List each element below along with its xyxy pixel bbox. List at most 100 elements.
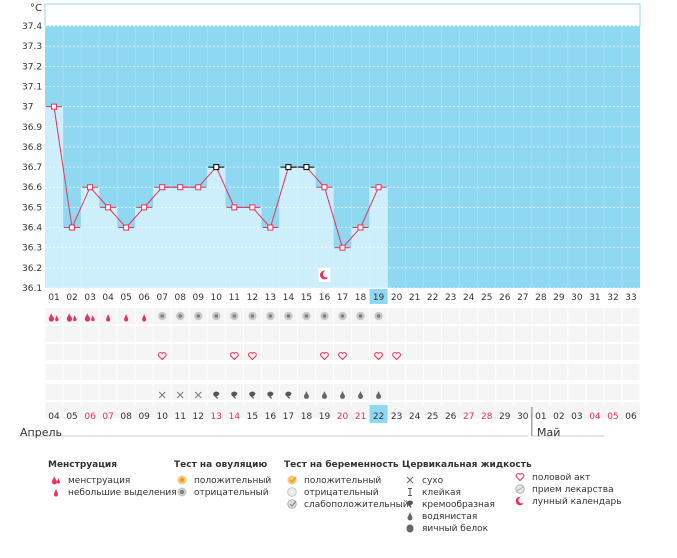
- pregnancy-positive-icon: [284, 475, 300, 488]
- temperature-point: [123, 224, 130, 231]
- ovulation-negative-icon-core: [196, 314, 201, 318]
- legend-label: положительный: [194, 476, 272, 486]
- temperature-point: [303, 164, 310, 171]
- ovulation-negative-icon-core: [250, 314, 255, 318]
- temperature-point: [141, 204, 148, 211]
- legend-label: небольшие выделения: [68, 488, 177, 498]
- creamy-icon: [249, 391, 256, 399]
- cycle-day-label: 13: [265, 293, 276, 303]
- date-label: 16: [265, 412, 277, 422]
- temperature-bar: [81, 187, 100, 288]
- legend-label: яичный белок: [422, 524, 489, 534]
- legend-cervical-fluid: Цервикальная жидкость сухо клейкая кремо…: [402, 460, 532, 535]
- cycle-day-label: 20: [391, 293, 403, 303]
- cycle-day-label: 24: [463, 293, 475, 303]
- small-drop-icon: [142, 314, 147, 322]
- cycle-day-label: 22: [427, 293, 438, 303]
- y-tick-label: 36.6: [22, 183, 42, 193]
- symptom-row-bg: [45, 364, 640, 380]
- small-drop-icon: [48, 487, 64, 500]
- cycle-day-label: 16: [319, 293, 331, 303]
- creamy-icon: [402, 499, 418, 512]
- legend-item: клейкая: [402, 487, 532, 499]
- cycle-day-label: 02: [66, 293, 77, 303]
- legend-item: положительный: [284, 475, 409, 487]
- date-label: 22: [373, 412, 384, 422]
- date-label: 20: [337, 412, 349, 422]
- cycle-day-label: 19: [373, 293, 385, 303]
- legend-title: Тест на беременность: [284, 460, 399, 470]
- ovulation-negative-icon-core: [286, 314, 291, 318]
- pregnancy-weak-icon: [284, 498, 300, 512]
- cross-icon: [194, 391, 202, 399]
- cycle-day-label: 29: [553, 293, 565, 303]
- temperature-point: [177, 184, 184, 191]
- date-label: 04: [589, 412, 601, 422]
- blood-drop-icon: [91, 315, 95, 322]
- date-label: 05: [607, 412, 618, 422]
- heart-icon: [374, 352, 383, 361]
- y-tick-label: 36.1: [22, 284, 42, 294]
- watery-drop-icon: [321, 391, 327, 399]
- watery-drop-icon: [340, 391, 345, 399]
- heart-icon: [392, 352, 401, 361]
- cycle-day-label: 08: [175, 293, 187, 303]
- cycle-day-label: 26: [499, 293, 511, 303]
- date-label: 27: [463, 412, 474, 422]
- legend-item: менструация: [48, 475, 177, 487]
- today-date-highlight: [369, 405, 388, 423]
- date-label: 21: [355, 412, 366, 422]
- creamy-icon: [267, 391, 274, 399]
- legend-item: небольшие выделения: [48, 487, 177, 499]
- cycle-day-label: 32: [607, 293, 618, 303]
- legend-ovulation-test: Тест на овуляцию положительный отрицател…: [174, 460, 271, 499]
- y-tick-label: 36.5: [22, 203, 42, 213]
- legend-item: прием лекарства: [512, 483, 622, 496]
- watery-drop-icon: [358, 391, 364, 399]
- date-label: 28: [481, 412, 493, 422]
- legend-item: отрицательный: [284, 486, 409, 499]
- legend-label: слабоположительный: [304, 500, 409, 510]
- date-label: 23: [391, 412, 402, 422]
- plot-top-strip: [44, 3, 641, 27]
- temperature-bar: [189, 187, 208, 288]
- date-label: 06: [84, 412, 96, 422]
- legend-label: прием лекарства: [532, 485, 614, 495]
- legend-item: водянистая: [402, 511, 532, 523]
- temperature-point: [339, 244, 346, 251]
- date-label: 17: [283, 412, 294, 422]
- cycle-day-label: 12: [247, 293, 258, 303]
- date-label: 04: [48, 412, 60, 422]
- small-drop-icon: [124, 314, 129, 322]
- blood-drop-icon: [48, 475, 64, 488]
- cycle-day-label: 10: [211, 293, 223, 303]
- creamy-icon: [231, 391, 238, 399]
- temperature-bar: [369, 187, 388, 288]
- legend-other: половой акт прием лекарства лунный кален…: [512, 472, 622, 508]
- date-label: 19: [319, 412, 331, 422]
- legend-label: отрицательный: [304, 488, 379, 498]
- legend-label: положительный: [304, 476, 382, 486]
- date-label: 15: [247, 412, 258, 422]
- y-axis-label: °C: [30, 3, 42, 14]
- temperature-bar: [279, 167, 298, 288]
- small-drop-icon: [106, 314, 111, 322]
- y-tick-label: 37.4: [22, 22, 42, 32]
- cross-icon: [176, 391, 184, 399]
- temperature-bar: [171, 187, 190, 288]
- temperature-point: [375, 184, 382, 191]
- cycle-day-label: 15: [301, 293, 312, 303]
- date-label: 24: [409, 412, 421, 422]
- cycle-day-label: 05: [120, 293, 131, 303]
- temperature-point: [105, 204, 112, 211]
- moon-icon-cut: [322, 270, 330, 278]
- watery-drop-icon: [303, 391, 309, 399]
- cycle-day-label: 06: [138, 293, 150, 303]
- symptom-grid: [44, 306, 641, 418]
- y-tick-label: 37.1: [22, 82, 42, 92]
- temperature-bar: [63, 227, 82, 288]
- legend-label: половой акт: [532, 473, 591, 483]
- date-label: 06: [625, 412, 637, 422]
- cycle-day-label: 01: [48, 293, 59, 303]
- date-label: 13: [211, 412, 222, 422]
